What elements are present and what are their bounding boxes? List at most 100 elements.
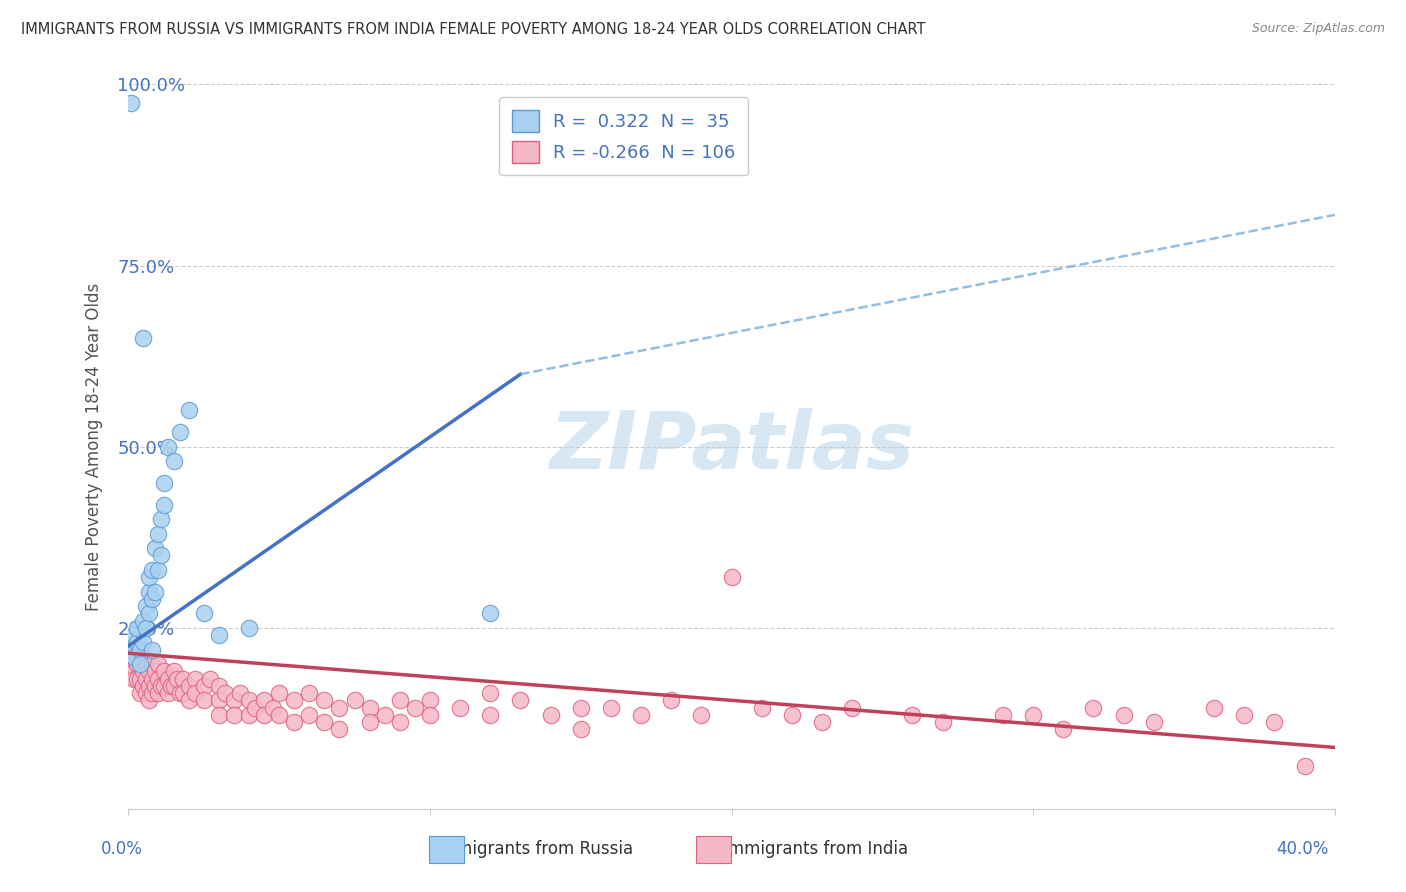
Point [569,700,592,714]
Point [129,642,152,657]
Point [328,700,350,714]
Point [120,657,142,671]
Point [159,679,181,693]
Point [153,498,176,512]
Point [449,700,471,714]
Point [162,665,184,679]
Point [153,665,176,679]
Text: IMMIGRANTS FROM RUSSIA VS IMMIGRANTS FROM INDIA FEMALE POVERTY AMONG 18-24 YEAR : IMMIGRANTS FROM RUSSIA VS IMMIGRANTS FRO… [21,22,925,37]
Point [148,686,170,700]
Point [138,570,160,584]
Point [222,707,245,722]
Point [135,686,157,700]
Point [298,686,321,700]
Point [172,686,194,700]
Point [153,475,176,490]
Point [169,425,191,440]
Point [150,512,173,526]
Point [120,95,142,110]
Point [162,454,184,468]
Point [599,700,621,714]
Point [145,679,167,693]
Point [269,707,291,722]
Point [129,657,152,671]
Point [132,614,155,628]
Point [283,714,305,729]
Point [141,686,163,700]
Point [751,700,773,714]
Point [374,707,396,722]
Point [931,714,953,729]
Point [132,665,155,679]
Point [193,607,215,621]
Point [222,693,245,707]
Point [135,672,157,686]
Point [1233,707,1256,722]
Point [127,657,149,671]
Point [138,607,160,621]
Point [124,628,146,642]
Point [198,672,221,686]
Point [150,679,173,693]
Point [183,672,205,686]
Point [148,657,170,671]
Text: Immigrants from India: Immigrants from India [723,840,908,858]
Point [145,541,167,556]
Point [298,707,321,722]
Point [162,679,184,693]
Point [132,649,155,664]
Text: ZIPatlas: ZIPatlas [548,408,914,486]
Point [253,707,276,722]
Point [156,440,179,454]
Point [141,591,163,606]
Point [238,707,260,722]
Point [132,679,155,693]
Point [419,693,441,707]
Point [120,642,142,657]
Point [404,700,426,714]
Point [148,526,170,541]
Point [135,657,157,671]
Point [177,693,200,707]
Point [479,607,502,621]
Text: Source: ZipAtlas.com: Source: ZipAtlas.com [1251,22,1385,36]
Point [238,693,260,707]
Point [283,693,305,707]
Point [359,714,381,729]
Point [328,723,350,737]
Point [569,723,592,737]
Point [127,621,149,635]
Point [120,642,142,657]
Point [388,693,411,707]
Point [720,570,742,584]
Point [138,679,160,693]
Point [132,331,155,345]
Point [127,642,149,657]
Point [124,665,146,679]
Point [145,665,167,679]
Point [193,693,215,707]
Y-axis label: Female Poverty Among 18-24 Year Olds: Female Poverty Among 18-24 Year Olds [86,283,103,611]
Point [156,686,179,700]
Point [1052,723,1074,737]
Point [141,642,163,657]
Point [132,635,155,649]
Point [141,672,163,686]
Legend: R =  0.322  N =  35, R = -0.266  N = 106: R = 0.322 N = 35, R = -0.266 N = 106 [499,97,748,176]
Point [419,707,441,722]
Point [208,679,231,693]
Point [1083,700,1105,714]
Point [156,672,179,686]
Point [214,686,236,700]
Point [690,707,713,722]
Point [1022,707,1045,722]
Point [129,657,152,671]
Point [659,693,682,707]
Point [901,707,924,722]
Point [243,700,266,714]
Point [238,621,260,635]
Point [124,649,146,664]
Point [135,621,157,635]
Point [269,686,291,700]
Point [1112,707,1135,722]
